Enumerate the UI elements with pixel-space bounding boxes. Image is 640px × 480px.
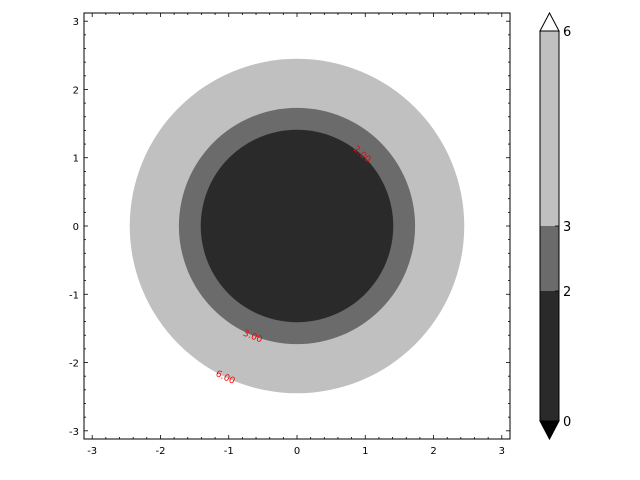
x-tick-label: 3 <box>499 446 505 457</box>
contour-region-0-2 <box>200 129 394 323</box>
x-tick-label: -2 <box>155 446 165 457</box>
colorbar-segment-3-6 <box>540 31 559 226</box>
x-tick-label: -1 <box>224 446 234 457</box>
colorbar-extend-under <box>539 420 560 441</box>
colorbar-tick-label: 3 <box>563 220 571 235</box>
y-tick-label: 1 <box>73 154 79 165</box>
colorbar-tick-label: 6 <box>563 25 571 40</box>
y-tick-label: 3 <box>73 17 79 28</box>
colorbar: 6 3 2 0 <box>539 11 571 441</box>
y-tick-label: -3 <box>69 427 79 438</box>
y-tick-label: -1 <box>69 290 79 301</box>
ticks <box>84 13 510 439</box>
colorbar-tick-label: 2 <box>563 285 571 300</box>
x-tick-label: 2 <box>430 446 436 457</box>
colorbar-tick-label: 0 <box>563 415 571 430</box>
colorbar-segment-2-3 <box>540 226 559 291</box>
x-tick-label: 1 <box>362 446 368 457</box>
y-tick-label: -2 <box>69 359 79 370</box>
y-tick-label: 2 <box>73 85 79 96</box>
x-tick-label: 0 <box>294 446 300 457</box>
x-tick-label: -3 <box>87 446 97 457</box>
y-tick-label: 0 <box>73 222 79 233</box>
colorbar-segment-0-2 <box>540 291 559 421</box>
colorbar-extend-over <box>539 11 560 32</box>
